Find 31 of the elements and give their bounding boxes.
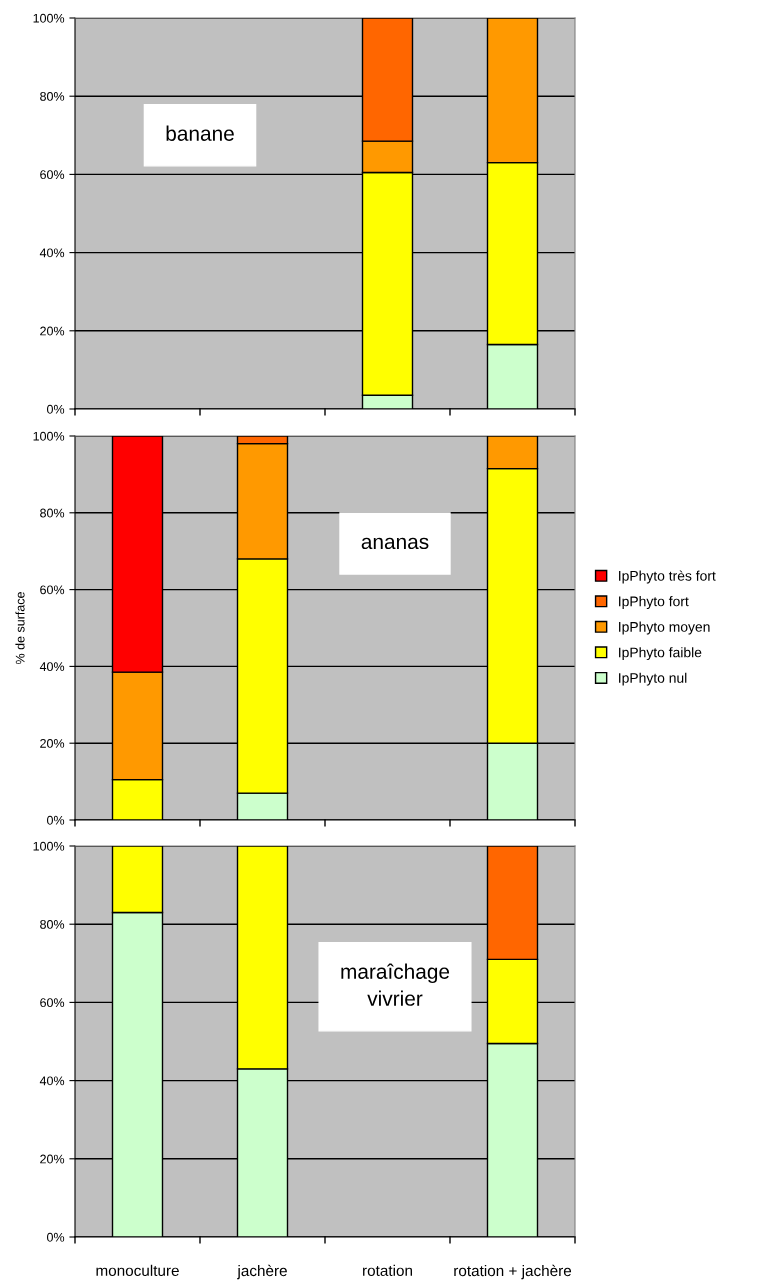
y-tick-label: 40% <box>39 1076 65 1086</box>
y-tick-label: 40% <box>39 248 65 258</box>
y-tick-label: 100% <box>33 431 65 441</box>
x-tick-label: monoculture <box>96 1264 179 1276</box>
x-tick-label: jachère <box>237 1264 287 1280</box>
legend-label: IpPhyto faible <box>619 647 702 661</box>
y-tick-label: 0% <box>47 815 65 825</box>
y-tick-label: 40% <box>39 662 65 672</box>
annotation: banane <box>166 125 234 141</box>
y-tick-label: 60% <box>40 170 65 180</box>
legend-label: IpPhyto nul <box>619 672 687 686</box>
legend-label: IpPhyto très fort <box>619 570 716 584</box>
y-tick-label: 80% <box>40 920 65 929</box>
x-tick-label: rotation <box>363 1264 412 1276</box>
y-tick-label: 100% <box>33 13 65 23</box>
y-tick-label: 20% <box>40 326 65 336</box>
y-axis-title: % de surface <box>15 592 25 665</box>
y-tick-label: 60% <box>40 585 65 595</box>
legend-label: IpPhyto fort <box>619 596 689 610</box>
annotation: maraîchage vivrier <box>341 963 450 1006</box>
annotation: ananas <box>361 537 429 550</box>
y-tick-label: 80% <box>40 508 65 518</box>
y-tick-label: 20% <box>40 739 65 748</box>
y-tick-label: 20% <box>40 1154 65 1164</box>
y-tick-label: 60% <box>40 998 65 1008</box>
x-tick-label: rotation + jachère <box>454 1264 572 1280</box>
y-tick-label: 80% <box>40 92 65 101</box>
y-tick-label: 0% <box>47 1232 65 1242</box>
legend-label: IpPhyto moyen <box>619 621 710 635</box>
y-tick-label: 100% <box>33 841 65 851</box>
y-tick-label: 0% <box>47 404 65 414</box>
